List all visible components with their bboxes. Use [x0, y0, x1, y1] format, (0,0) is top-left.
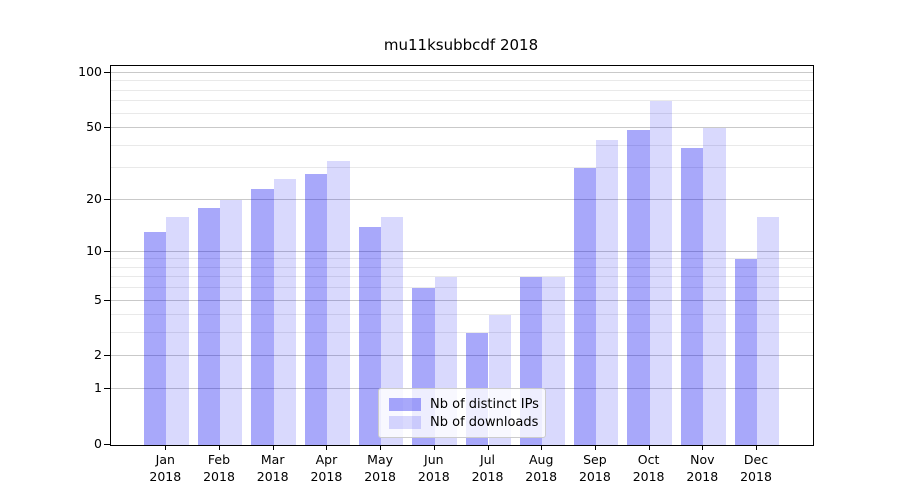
- bar-downloads-jan: [166, 216, 189, 445]
- bar-downloads-oct: [649, 101, 672, 445]
- x-tick-label: May 2018: [364, 452, 396, 484]
- bar-ips-may: [358, 226, 382, 445]
- chart-title: mu11ksubbcdf 2018: [383, 36, 539, 54]
- legend-label-downloads: Nb of downloads: [430, 414, 539, 430]
- x-tick-mark: [594, 445, 596, 450]
- bar-downloads-mar: [273, 179, 297, 445]
- legend-swatch-downloads: [389, 415, 421, 429]
- x-tick-mark: [756, 445, 757, 450]
- bar-ips-feb: [197, 207, 220, 445]
- gridline-minor: [111, 266, 813, 268]
- x-tick-mark: [165, 445, 167, 450]
- legend-item-downloads: Nb of downloads: [389, 413, 539, 431]
- bar-downloads-feb: [220, 199, 243, 445]
- y-tick-mark: [104, 126, 110, 128]
- bar-downloads-apr: [327, 160, 350, 445]
- gridline-major: [111, 250, 813, 252]
- y-tick-label: 1: [94, 380, 102, 396]
- x-tick-mark: [326, 445, 328, 450]
- x-tick-label: Apr 2018: [310, 452, 343, 484]
- gridline-major: [111, 71, 813, 73]
- x-tick-mark: [487, 445, 489, 450]
- gridline-minor: [111, 287, 813, 289]
- legend-item-ips: Nb of distinct IPs: [389, 395, 539, 413]
- x-tick-mark: [380, 445, 382, 450]
- bar-ips-dec: [734, 259, 757, 445]
- gridline-minor: [111, 167, 813, 169]
- y-tick-mark: [104, 355, 110, 357]
- x-tick-label: Nov 2018: [686, 452, 719, 484]
- gridline-minor: [111, 89, 813, 91]
- y-tick-label: 2: [94, 347, 102, 363]
- x-tick-label: Jul 2018: [471, 452, 504, 484]
- y-tick-mark: [104, 388, 110, 390]
- gridline-minor: [111, 258, 813, 260]
- x-tick-label: Mar 2018: [256, 452, 289, 484]
- bar-ips-jan: [143, 232, 167, 445]
- x-tick-label: Feb 2018: [203, 452, 235, 484]
- gridline-minor: [111, 314, 813, 316]
- x-tick-label: Aug 2018: [525, 452, 558, 484]
- bar-ips-oct: [627, 129, 650, 445]
- gridline-minor: [111, 144, 813, 146]
- y-tick-mark: [104, 250, 110, 252]
- y-tick-mark: [104, 71, 110, 73]
- gridline-minor: [111, 80, 813, 82]
- y-tick-mark: [104, 444, 110, 445]
- bar-ips-sep: [573, 168, 596, 445]
- gridline-major: [111, 299, 813, 301]
- bar-ips-nov: [680, 147, 704, 445]
- x-tick-label: Jun 2018: [417, 452, 450, 484]
- gridline-major: [111, 355, 813, 357]
- bar-ips-mar: [251, 188, 274, 445]
- bar-ips-apr: [305, 173, 328, 445]
- x-tick-mark: [219, 445, 220, 450]
- x-tick-label: Dec 2018: [740, 452, 772, 484]
- gridline-minor: [111, 100, 813, 102]
- gridline-minor: [111, 332, 813, 334]
- bar-downloads-nov: [703, 127, 726, 445]
- gridline-minor: [111, 112, 813, 114]
- gridline-major: [111, 198, 813, 200]
- legend-label-ips: Nb of distinct IPs: [430, 396, 539, 412]
- x-tick-mark: [272, 445, 274, 450]
- bar-downloads-dec: [757, 216, 780, 445]
- y-tick-label: 100: [78, 63, 102, 79]
- bar-downloads-may: [381, 216, 404, 445]
- x-tick-mark: [648, 445, 650, 450]
- gridline-minor: [111, 276, 813, 278]
- y-tick-label: 0: [94, 436, 102, 451]
- legend-swatch-ips: [389, 397, 421, 411]
- bar-downloads-sep: [595, 139, 619, 445]
- y-tick-mark: [104, 299, 110, 301]
- y-tick-label: 20: [86, 190, 102, 206]
- y-tick-label: 50: [86, 118, 102, 134]
- legend: Nb of distinct IPs Nb of downloads: [378, 388, 546, 438]
- x-tick-label: Oct 2018: [632, 452, 665, 484]
- x-tick-mark: [433, 445, 435, 450]
- gridline-major: [111, 126, 813, 128]
- y-tick-label: 5: [94, 291, 102, 307]
- x-tick-mark: [702, 445, 704, 450]
- y-tick-mark: [104, 198, 110, 200]
- x-tick-mark: [541, 445, 543, 450]
- plot-area: [110, 65, 814, 446]
- x-tick-label: Jan 2018: [149, 452, 182, 484]
- bar-downloads-aug: [542, 277, 565, 445]
- x-tick-label: Sep 2018: [578, 452, 611, 484]
- y-tick-label: 10: [86, 242, 102, 258]
